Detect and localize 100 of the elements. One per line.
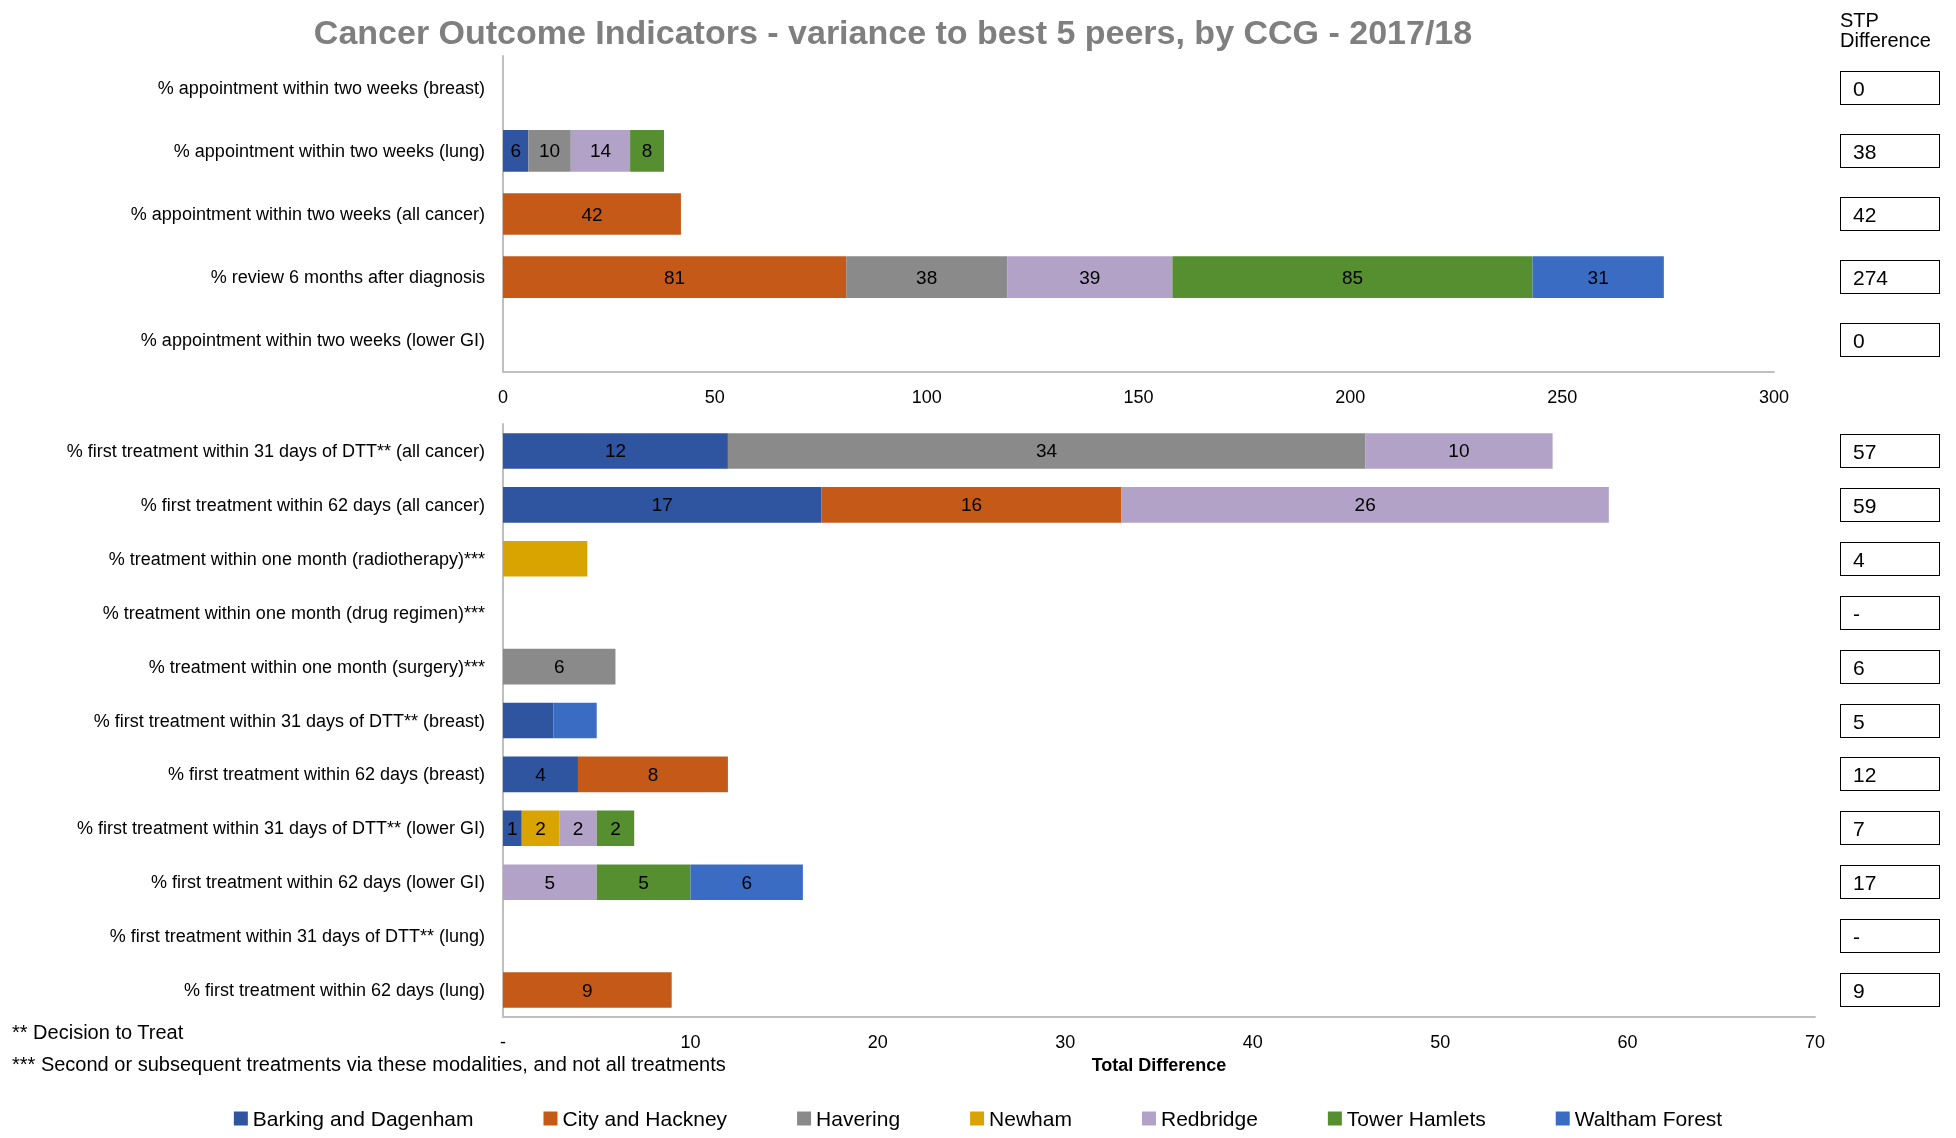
data-label: 2 xyxy=(572,817,584,839)
bar xyxy=(1172,256,1533,299)
x-tick-label: 150 xyxy=(1123,387,1154,407)
bar xyxy=(570,129,631,172)
text-field: 5 xyxy=(1840,703,1940,738)
y-tick-label: % appointment within two weeks (lower GI) xyxy=(140,330,485,351)
x-tick-label: 10 xyxy=(680,1032,701,1052)
bar xyxy=(1007,256,1173,299)
y-tick-label: % first treatment within 31 days of DTT** (all cancer) xyxy=(66,440,485,461)
data-label: 14 xyxy=(589,140,612,162)
data-label: 42 xyxy=(581,203,603,225)
data-label: 12 xyxy=(604,440,627,462)
text-field: 0 xyxy=(1840,70,1940,105)
data-label: 85 xyxy=(1341,266,1364,288)
x-tick-label: 50 xyxy=(1430,1032,1451,1052)
bar xyxy=(503,972,672,1008)
y-tick-label: % first treatment within 62 days (lower GI) xyxy=(150,872,485,893)
x-tick-label: 60 xyxy=(1617,1032,1638,1052)
x-axis-title: Total Difference xyxy=(1091,1054,1227,1075)
legend-label: Barking and Dagenham xyxy=(252,1107,474,1130)
data-label: 17 xyxy=(651,494,673,516)
data-label: 6 xyxy=(510,140,521,162)
x-tick-label: 20 xyxy=(867,1032,888,1052)
text-field: 4 xyxy=(1840,541,1940,576)
bar xyxy=(503,702,554,739)
x-tick-label: 0 xyxy=(497,387,509,407)
bar xyxy=(503,756,578,793)
x-tick-label: 40 xyxy=(1242,1032,1263,1052)
text-field: 7 xyxy=(1840,811,1940,846)
bar xyxy=(596,864,691,901)
text-field: 42 xyxy=(1840,197,1940,231)
data-label: 9 xyxy=(582,979,593,1001)
y-tick-label: % appointment within two weeks (breast) xyxy=(157,77,485,98)
bar xyxy=(528,129,571,172)
data-label: 26 xyxy=(1354,494,1376,516)
data-label: 2 xyxy=(535,817,546,839)
text-field: 9 xyxy=(1840,973,1940,1008)
data-label: 2 xyxy=(610,817,621,839)
y-tick-label: % treatment within one month (drug regimen)*** xyxy=(102,602,485,623)
bar xyxy=(553,702,597,739)
bar xyxy=(521,810,560,847)
data-label: 10 xyxy=(539,140,561,162)
data-label: 39 xyxy=(1079,266,1101,288)
y-tick-label: % first treatment within 62 days (breast) xyxy=(167,764,485,785)
y-tick-label: % first treatment within 31 days of DTT** (lung) xyxy=(109,926,485,947)
x-tick-label: 30 xyxy=(1055,1032,1076,1052)
bar xyxy=(596,810,635,847)
text-field: 59 xyxy=(1840,487,1940,522)
text-field: 57 xyxy=(1840,433,1940,468)
data-label: 1 xyxy=(507,817,518,839)
text-field: 17 xyxy=(1840,865,1940,900)
text-field: 12 xyxy=(1840,757,1940,792)
data-label: 6 xyxy=(553,656,565,678)
bar xyxy=(577,756,728,793)
y-tick-label: % appointment within two weeks (lung) xyxy=(173,140,485,161)
text: *** Second or subsequent treatments via these modalities, and not all treatments xyxy=(12,1053,726,1075)
text-field: 0 xyxy=(1840,323,1940,358)
data-label: 34 xyxy=(1035,440,1058,462)
bar xyxy=(559,810,597,847)
text-field: 6 xyxy=(1840,649,1940,684)
bar xyxy=(1532,256,1664,299)
y-tick-label: % appointment within two weeks (all cancer) xyxy=(130,204,485,224)
text-field: 274 xyxy=(1840,260,1940,295)
bar xyxy=(503,256,847,299)
data-label: 8 xyxy=(641,140,653,162)
y-tick-label: % review 6 months after diagnosis xyxy=(210,267,485,288)
y-tick-label: % first treatment within 62 days (lung) xyxy=(183,980,485,1001)
legend-label: Waltham Forest xyxy=(1574,1107,1723,1130)
text: ** Decision to Treat xyxy=(12,1021,184,1043)
x-tick-label: 250 xyxy=(1547,387,1578,407)
legend-label: Havering xyxy=(816,1107,901,1130)
text: STP Difference xyxy=(1840,9,1931,51)
bar xyxy=(503,433,728,469)
legend-label: Tower Hamlets xyxy=(1346,1107,1486,1130)
data-label: 4 xyxy=(535,763,547,785)
legend-label: Newham xyxy=(989,1107,1072,1130)
bar xyxy=(503,648,616,685)
data-label: 16 xyxy=(961,494,983,516)
x-tick-label: 200 xyxy=(1335,387,1366,407)
bar xyxy=(821,487,1122,523)
data-label: 38 xyxy=(916,266,938,288)
bar xyxy=(503,540,588,577)
text-field: - xyxy=(1840,595,1940,630)
data-label: 81 xyxy=(664,266,686,288)
y-tick-label: % first treatment within 31 days of DTT** (breast) xyxy=(93,710,485,731)
chart-title: Cancer Outcome Indicators - variance to best 5 peers, by CCG - 2017/18 xyxy=(313,13,1473,51)
data-label: 6 xyxy=(741,871,752,893)
y-tick-label: % first treatment within 62 days (all cancer) xyxy=(140,494,485,515)
bar xyxy=(503,487,822,523)
text-field: 38 xyxy=(1840,133,1940,168)
x-tick-label: 70 xyxy=(1804,1032,1826,1052)
bar xyxy=(727,433,1366,469)
bar xyxy=(503,810,522,847)
bar xyxy=(503,129,529,172)
bar xyxy=(630,129,664,172)
bar xyxy=(846,256,1008,299)
bar xyxy=(690,864,803,901)
bar xyxy=(503,193,681,235)
x-tick-label: 300 xyxy=(1758,387,1790,407)
text-field: - xyxy=(1840,919,1940,954)
